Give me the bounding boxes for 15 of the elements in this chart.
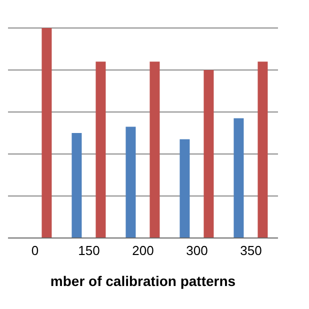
bar <box>150 62 160 238</box>
bar <box>96 62 106 238</box>
x-tick-label: 150 <box>78 243 100 258</box>
x-tick-label: 0 <box>31 243 39 258</box>
bar <box>42 28 52 238</box>
bar <box>126 126 136 238</box>
x-tick-label: 350 <box>240 243 262 258</box>
x-tick-label: 200 <box>132 243 154 258</box>
bar <box>72 133 82 238</box>
bar <box>258 62 268 238</box>
bar <box>204 70 214 238</box>
bar <box>234 118 244 238</box>
x-tick-label: 300 <box>186 243 208 258</box>
x-axis-title: mber of calibration patterns <box>50 273 236 289</box>
bar <box>180 139 190 238</box>
